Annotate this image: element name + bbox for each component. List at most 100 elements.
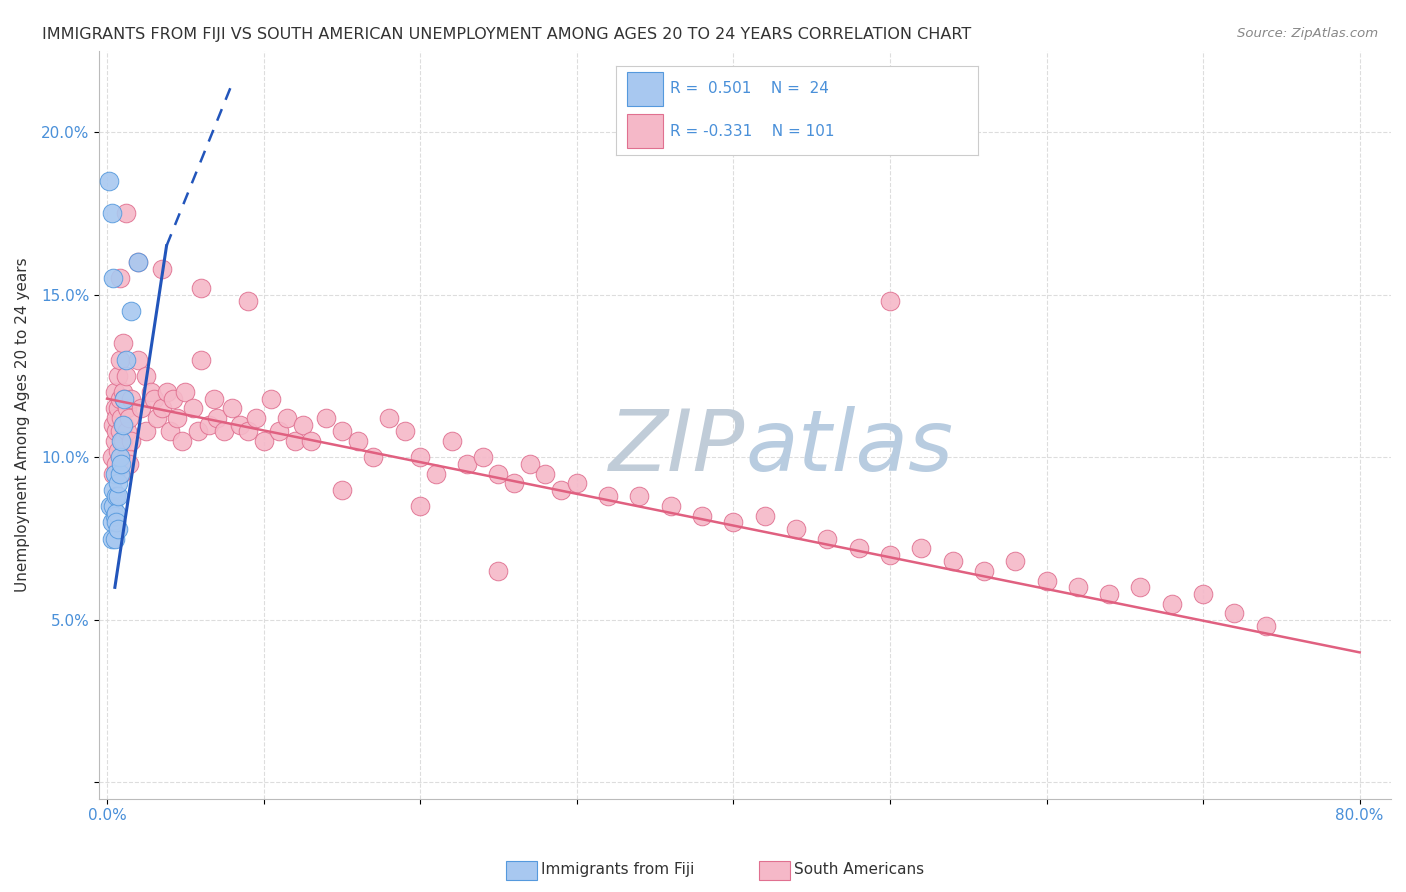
Point: [111, 434, 134, 448]
Point: [120, 392, 142, 406]
Point: [143, 392, 166, 406]
Point: [110, 457, 132, 471]
Point: [103, 271, 125, 285]
Point: [108, 271, 131, 285]
Point: [550, 483, 572, 497]
Point: [135, 424, 157, 438]
Point: [110, 434, 132, 448]
Point: [785, 522, 807, 536]
Point: [118, 411, 141, 425]
Point: [120, 434, 142, 448]
Text: IMMIGRANTS FROM FIJI VS SOUTH AMERICAN UNEMPLOYMENT AMONG AGES 20 TO 24 YEARS CO: IMMIGRANTS FROM FIJI VS SOUTH AMERICAN U…: [42, 27, 972, 42]
Point: [236, 294, 259, 309]
Point: [105, 506, 128, 520]
Point: [519, 457, 541, 471]
Point: [174, 385, 197, 400]
Point: [107, 476, 129, 491]
Point: [315, 411, 337, 425]
Point: [973, 564, 995, 578]
Point: [105, 516, 128, 530]
Point: [118, 457, 141, 471]
Point: [105, 457, 128, 471]
Point: [221, 401, 243, 416]
Point: [104, 508, 127, 523]
Point: [139, 385, 162, 400]
Point: [108, 424, 131, 438]
Point: [1254, 619, 1277, 633]
Point: [284, 434, 307, 448]
Text: Immigrants from Fiji: Immigrants from Fiji: [541, 863, 695, 877]
Point: [1004, 554, 1026, 568]
Point: [117, 424, 139, 438]
Point: [440, 434, 463, 448]
Text: Source: ZipAtlas.com: Source: ZipAtlas.com: [1237, 27, 1378, 40]
Point: [628, 489, 651, 503]
Point: [127, 255, 149, 269]
Point: [127, 255, 149, 269]
Point: [565, 476, 588, 491]
Point: [146, 411, 169, 425]
Point: [346, 434, 368, 448]
Point: [1067, 580, 1090, 594]
Point: [104, 385, 127, 400]
Point: [114, 352, 136, 367]
Point: [276, 411, 298, 425]
Point: [534, 467, 557, 481]
Point: [488, 564, 510, 578]
Point: [104, 434, 127, 448]
Y-axis label: Unemployment Among Ages 20 to 24 years: Unemployment Among Ages 20 to 24 years: [15, 258, 30, 592]
Point: [100, 516, 122, 530]
Point: [190, 281, 212, 295]
Point: [103, 467, 125, 481]
Point: [815, 532, 838, 546]
Point: [269, 424, 291, 438]
Point: [409, 450, 432, 465]
Point: [112, 417, 135, 432]
Point: [135, 368, 157, 383]
Point: [361, 450, 384, 465]
Point: [202, 392, 225, 406]
Point: [105, 424, 128, 438]
Point: [471, 450, 494, 465]
Point: [103, 499, 125, 513]
Point: [112, 392, 135, 406]
Point: [1160, 597, 1182, 611]
Point: [103, 417, 125, 432]
Point: [107, 489, 129, 503]
Point: [260, 392, 283, 406]
Point: [848, 541, 870, 556]
Point: [245, 411, 267, 425]
Point: [205, 411, 228, 425]
Point: [107, 401, 129, 416]
Point: [105, 489, 128, 503]
Point: [98, 499, 121, 513]
Point: [104, 532, 127, 546]
Text: South Americans: South Americans: [794, 863, 925, 877]
Point: [214, 424, 236, 438]
Point: [112, 392, 135, 406]
Point: [425, 467, 447, 481]
Point: [108, 352, 131, 367]
Point: [110, 467, 132, 481]
Point: [107, 522, 129, 536]
Point: [690, 508, 713, 523]
Point: [120, 304, 142, 318]
Point: [114, 206, 136, 220]
Text: ZIP: ZIP: [609, 406, 745, 489]
Point: [105, 411, 128, 425]
Point: [104, 467, 127, 481]
Point: [166, 411, 188, 425]
Text: atlas: atlas: [745, 406, 953, 489]
Point: [299, 434, 322, 448]
Point: [181, 401, 204, 416]
Point: [108, 450, 131, 465]
Point: [1129, 580, 1152, 594]
Point: [1098, 587, 1121, 601]
Point: [97, 174, 120, 188]
Point: [114, 368, 136, 383]
Point: [488, 467, 510, 481]
Point: [330, 424, 353, 438]
Point: [108, 467, 131, 481]
Point: [150, 401, 173, 416]
Point: [942, 554, 965, 568]
